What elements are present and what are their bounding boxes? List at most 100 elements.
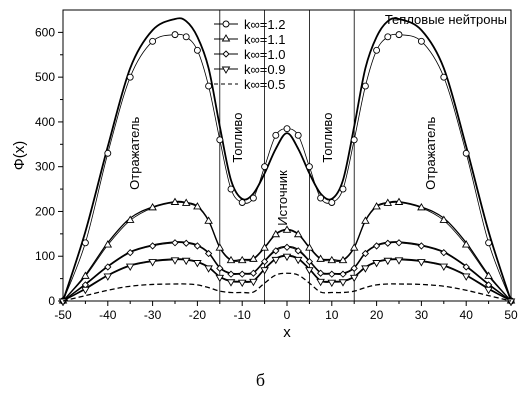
figure-caption: б	[255, 370, 266, 390]
data-point	[293, 229, 303, 238]
data-point	[316, 254, 325, 262]
legend-marker	[222, 50, 230, 58]
data-point	[417, 259, 426, 267]
data-point	[125, 215, 135, 223]
data-point	[372, 242, 381, 250]
zone-label: Топливо	[320, 113, 335, 163]
data-point	[283, 125, 291, 133]
plot-layer: -50 -40 -30 -20 -10 0 10 20 30 40 5001002003004005…	[11, 9, 518, 341]
y-tick-label: 600	[35, 25, 55, 39]
y-tick-label: 0	[48, 294, 55, 308]
data-point	[361, 249, 370, 258]
x-tick-label: -30	[144, 308, 162, 322]
data-point	[417, 37, 425, 45]
data-point	[237, 279, 247, 288]
top-right-label: Тепловые нейтроны	[385, 12, 507, 27]
data-point	[126, 73, 134, 81]
data-point	[204, 216, 213, 224]
data-point	[81, 239, 89, 247]
zone-label: Отражатель	[423, 116, 438, 189]
data-point	[417, 202, 426, 211]
data-point	[316, 269, 325, 277]
data-point	[283, 243, 291, 251]
data-point	[417, 242, 426, 250]
x-tick-label: -50	[54, 308, 72, 322]
data-point	[227, 185, 235, 193]
data-point	[294, 131, 302, 139]
data-point	[384, 33, 392, 41]
data-point	[149, 37, 157, 45]
data-point	[349, 274, 359, 283]
x-tick-label: -40	[99, 308, 117, 322]
data-point	[204, 265, 213, 273]
data-point	[272, 247, 280, 255]
y-tick-label: 300	[35, 160, 55, 174]
data-point	[170, 197, 180, 205]
x-tick-label: 10	[325, 308, 339, 322]
data-point	[305, 257, 314, 266]
data-point	[461, 273, 471, 281]
x-tick-label: 30	[415, 308, 429, 322]
data-point	[461, 240, 471, 248]
data-point	[103, 240, 113, 248]
legend-label: k∞=0.9	[244, 62, 285, 77]
data-point	[249, 278, 258, 287]
data-point	[373, 46, 381, 54]
data-point	[193, 260, 202, 268]
series-marker-line	[62, 255, 512, 302]
data-point	[361, 216, 370, 224]
legend-marker	[221, 66, 231, 74]
x-tick-label: 0	[284, 308, 291, 322]
data-point	[171, 239, 179, 247]
legend-label: k∞=0.5	[244, 77, 285, 92]
data-point	[272, 131, 280, 139]
data-point	[484, 271, 493, 279]
data-point	[305, 163, 313, 171]
data-point	[148, 259, 157, 267]
data-point	[349, 243, 359, 251]
data-point	[395, 239, 403, 247]
data-point	[394, 257, 404, 265]
data-point	[485, 239, 493, 247]
data-point	[317, 194, 325, 202]
data-point	[103, 273, 113, 281]
data-point	[193, 242, 202, 250]
data-point	[305, 267, 314, 275]
data-point	[383, 198, 393, 206]
data-point	[216, 264, 224, 272]
data-point	[305, 243, 314, 251]
data-point	[350, 264, 358, 272]
series-line	[62, 17, 512, 302]
data-point	[104, 263, 112, 271]
data-point	[338, 279, 348, 287]
data-point	[462, 263, 470, 271]
data-point	[271, 229, 281, 238]
data-point	[282, 253, 292, 262]
data-point	[383, 257, 393, 266]
data-point	[170, 257, 180, 265]
data-point	[293, 256, 303, 265]
data-point	[104, 149, 112, 157]
x-tick-label: -10	[234, 308, 252, 322]
zone-label: Источник	[275, 170, 290, 226]
data-point	[238, 270, 246, 278]
data-point	[327, 279, 337, 288]
legend-marker	[221, 34, 231, 42]
data-point	[260, 243, 269, 251]
data-point	[260, 267, 269, 275]
data-point	[249, 194, 257, 202]
data-point	[339, 185, 347, 193]
data-point	[249, 269, 258, 277]
data-point	[439, 263, 449, 271]
data-point	[484, 286, 493, 295]
data-point	[361, 82, 369, 90]
x-tick-label: 20	[370, 308, 384, 322]
zone-label: Топливо	[230, 113, 245, 163]
data-point	[238, 199, 246, 206]
data-point	[384, 239, 392, 247]
data-point	[328, 270, 336, 278]
y-tick-label: 500	[35, 70, 55, 84]
data-point	[338, 255, 348, 264]
data-point	[193, 46, 201, 54]
